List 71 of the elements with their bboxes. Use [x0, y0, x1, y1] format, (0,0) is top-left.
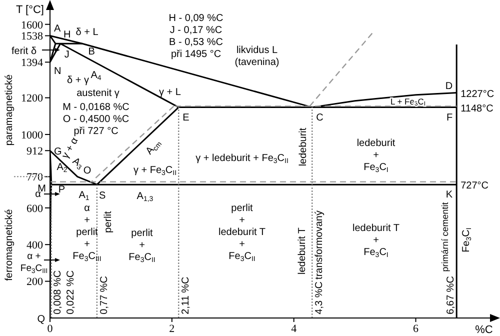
- annotation: 1227°C: [460, 88, 494, 100]
- annotation: 1148°C: [460, 103, 494, 114]
- annotation: S: [98, 190, 106, 202]
- annotation: H: [63, 30, 71, 41]
- annotation: O: [83, 166, 92, 177]
- annotation: perlit + ledeburit T + Fe$_{3}$C$_{II}$: [218, 202, 266, 263]
- annotation: ledeburit T + Fe$_{3}$C$_{I}$: [352, 222, 400, 259]
- y-axis-title: T [°C]: [16, 4, 44, 16]
- annotation: A$_{2}$: [56, 162, 68, 174]
- annotation: perlit + Fe$_{3}$C$_{II}$: [128, 228, 156, 264]
- annotation: α + perlit + Fe$_{3}$C$_{III}$: [72, 202, 102, 263]
- annotation: 0,008 %C: [52, 270, 64, 314]
- y-tick-label: 1600: [21, 19, 44, 32]
- annotation: B - 0,53 %C: [169, 36, 223, 48]
- x-tick-label: 2: [169, 322, 175, 335]
- annotation: 4,3 %C: [314, 282, 326, 314]
- annotation: M - 0,0168 %C: [62, 102, 130, 112]
- y-tick-label: 1000: [21, 129, 44, 142]
- annotation: A$_{1,3}$: [136, 190, 154, 203]
- annotation: 0,022 %C: [65, 270, 76, 314]
- annotation: ledeburit T: [296, 227, 308, 275]
- x-axis-title: %C: [475, 324, 493, 336]
- text: ferit δ: [11, 46, 37, 56]
- annotation: při 1495 °C: [170, 48, 222, 60]
- annotation: A$_{1}$: [78, 190, 90, 202]
- annotation: perlit: [102, 210, 114, 233]
- y-tick-label: 1538: [21, 30, 44, 43]
- annotation: δ + γ: [67, 74, 89, 86]
- text: paramagnetické: [4, 74, 14, 146]
- annotation: transformovaný: [314, 210, 324, 280]
- annotation: při 727 °C: [74, 126, 118, 136]
- y-tick-label: 400: [26, 239, 44, 252]
- annotation: ledeburit + Fe$_{3}$C$_{I}$: [356, 138, 396, 174]
- text: α + Fe$_{3}$C$_{III}$: [20, 250, 48, 275]
- annotation: K: [446, 190, 453, 201]
- y-tick-label: 1200: [21, 92, 44, 105]
- annotation: 0,77 %C: [98, 276, 110, 314]
- annotation: G: [54, 146, 62, 158]
- annotation: austenit γ: [76, 88, 120, 98]
- annotation: γ + ledeburit + Fe$_{3}$C$_{II}$: [196, 152, 288, 165]
- annotation: P: [58, 184, 66, 196]
- annotation: Q: [37, 314, 46, 325]
- annotation: A$_{4}$: [90, 70, 102, 82]
- annotation: O - 0,4500 %C: [62, 114, 130, 124]
- annotation: ledeburit: [298, 128, 308, 166]
- annotation: γ + Fe$_{3}$C$_{II}$: [133, 164, 177, 177]
- annotation: γ + L: [159, 86, 182, 98]
- y-tick-label: 200: [26, 276, 44, 288]
- annotation: N: [54, 66, 62, 78]
- x-tick-label: 0: [47, 322, 54, 335]
- annotation: 2,11 %C: [180, 276, 192, 314]
- y-tick-label: 600: [26, 202, 44, 215]
- annotation: B: [88, 46, 96, 58]
- annotation: F: [446, 112, 453, 124]
- x-tick-label: 6: [413, 322, 420, 335]
- annotation: E: [182, 112, 190, 124]
- annotation: δ + L: [76, 26, 99, 38]
- annotation: 6,67 %C: [446, 276, 457, 314]
- annotation: J: [64, 50, 70, 61]
- annotation: H - 0,09 %C: [168, 12, 224, 24]
- y-tick-label: 1394: [21, 57, 44, 70]
- annotation: likvidus L (tavenina): [234, 44, 280, 68]
- annotation: primární cementit: [440, 202, 450, 272]
- annotation: C: [316, 112, 324, 124]
- annotation: J - 0,17 %C: [170, 24, 222, 36]
- y-tick-label: 912: [26, 146, 43, 158]
- text: ferromagnetické: [4, 208, 14, 281]
- x-tick-label: 4: [291, 322, 298, 335]
- annotation: A: [54, 24, 61, 35]
- annotation: 727°C: [460, 180, 488, 192]
- annotation: D: [445, 80, 453, 92]
